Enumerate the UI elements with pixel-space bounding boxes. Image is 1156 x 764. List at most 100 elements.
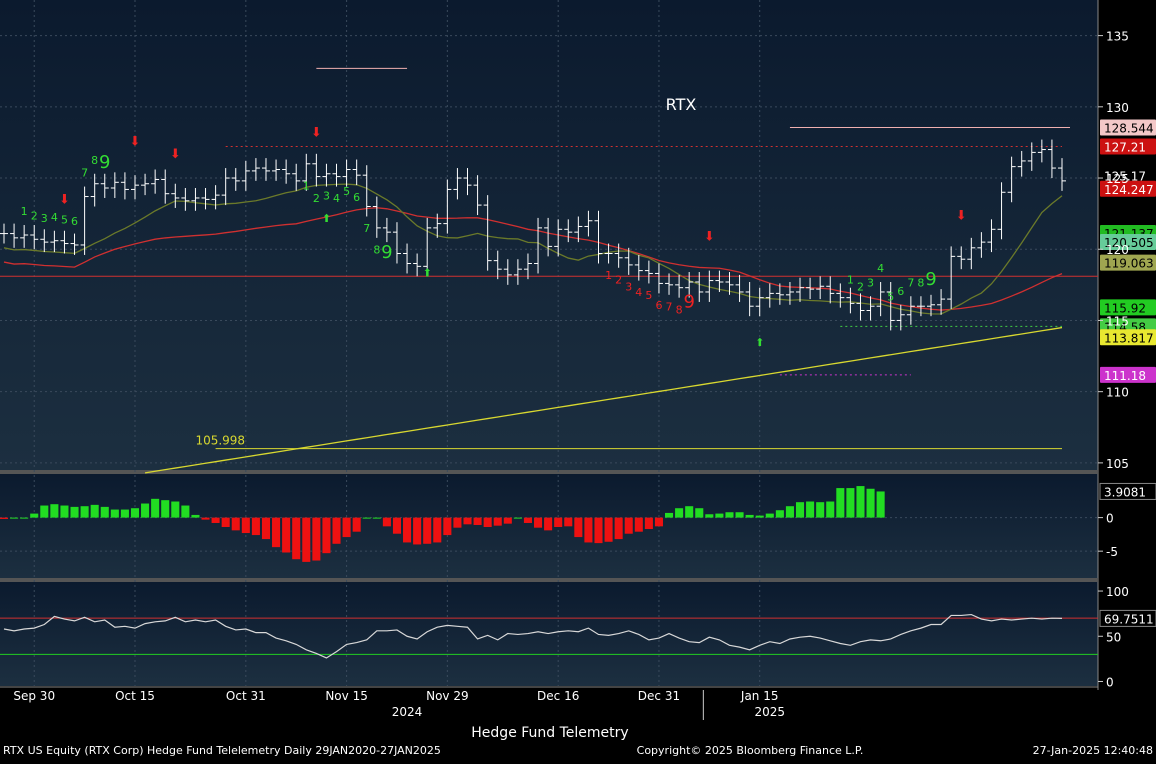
sell-arrow: ⬇ bbox=[311, 126, 322, 141]
macd-bar bbox=[423, 517, 432, 544]
macd-bar bbox=[725, 512, 734, 518]
macd-bar bbox=[433, 517, 442, 543]
setup-count: 2 bbox=[857, 281, 864, 294]
macd-bar bbox=[181, 505, 190, 518]
macd-bar bbox=[392, 517, 402, 534]
divider-price-macd bbox=[0, 470, 1098, 474]
price-label-text: 115.92 bbox=[1104, 301, 1146, 315]
macd-bar bbox=[634, 517, 643, 532]
macd-bar bbox=[775, 510, 784, 518]
price-label-text: 120.505 bbox=[1104, 236, 1154, 250]
macd-bar bbox=[523, 517, 532, 523]
macd-tick-label: 0 bbox=[1106, 512, 1114, 526]
macd-bar bbox=[272, 517, 281, 548]
macd-bar bbox=[463, 517, 472, 525]
macd-bar bbox=[735, 512, 744, 518]
macd-last-value: 3.9081 bbox=[1104, 485, 1146, 499]
macd-bar bbox=[352, 517, 361, 532]
support-label: 105.998 bbox=[195, 434, 245, 448]
x-tick-label: Oct 15 bbox=[115, 689, 155, 703]
macd-bar bbox=[211, 517, 220, 523]
macd-bar bbox=[513, 517, 522, 519]
macd-bar bbox=[130, 508, 140, 518]
macd-bar bbox=[836, 488, 845, 518]
rsi-panel: 69.7511 bbox=[0, 609, 1156, 659]
price-label: 111.18 bbox=[1100, 366, 1156, 383]
setup-count: 5 bbox=[645, 289, 652, 302]
price-tick-label: 135 bbox=[1106, 30, 1129, 44]
macd-bar bbox=[675, 508, 684, 518]
macd-bar bbox=[50, 504, 59, 518]
macd-bar bbox=[292, 517, 301, 560]
price-tick-label: 105 bbox=[1106, 457, 1129, 471]
macd-bar bbox=[654, 517, 663, 527]
setup-count: 9 bbox=[381, 242, 392, 263]
divider-macd-rsi bbox=[0, 578, 1098, 582]
setup-count: 9 bbox=[925, 269, 936, 290]
macd-bar bbox=[624, 517, 633, 534]
macd-bar bbox=[191, 514, 200, 518]
moving-average-mid bbox=[3, 207, 1063, 311]
footer-center: Copyright© 2025 Bloomberg Finance L.P. bbox=[637, 744, 864, 757]
sell-arrow: ⬇ bbox=[170, 147, 181, 162]
macd-bar bbox=[20, 517, 29, 519]
macd-bar bbox=[644, 517, 653, 530]
price-label: 128.544 bbox=[1100, 119, 1156, 136]
price-label-text: 111.18 bbox=[1104, 369, 1146, 383]
rsi-last-value: 69.7511 bbox=[1104, 612, 1154, 626]
panel-backgrounds bbox=[0, 0, 1099, 690]
macd-bar bbox=[100, 506, 109, 518]
macd-bar bbox=[403, 517, 412, 543]
macd-bar bbox=[382, 517, 391, 527]
price-label: 119.063 bbox=[1100, 254, 1156, 271]
macd-bar bbox=[90, 504, 99, 518]
macd-bar bbox=[201, 517, 210, 520]
setup-count: 3 bbox=[867, 276, 874, 289]
macd-bar bbox=[60, 505, 69, 518]
setup-count: 3 bbox=[625, 281, 632, 294]
macd-bar bbox=[362, 517, 371, 519]
macd-bar bbox=[40, 505, 49, 518]
x-year-label: 2024 bbox=[392, 705, 423, 719]
macd-bar bbox=[544, 517, 553, 531]
rsi-tick-label: 0 bbox=[1106, 675, 1114, 689]
macd-bar bbox=[685, 506, 694, 518]
x-year-label: 2025 bbox=[755, 705, 786, 719]
macd-bar bbox=[453, 517, 462, 528]
setup-count: 4 bbox=[635, 286, 642, 299]
macd-bar bbox=[614, 517, 623, 540]
macd-bar bbox=[0, 517, 9, 519]
setup-count: 5 bbox=[343, 185, 350, 198]
macd-bar bbox=[241, 517, 250, 534]
macd-panel: 3.9081 bbox=[0, 482, 1156, 562]
x-tick-label: Dec 31 bbox=[638, 689, 680, 703]
setup-count: 5 bbox=[61, 214, 68, 227]
setup-count: 6 bbox=[655, 299, 662, 312]
setup-count: 9 bbox=[683, 292, 694, 313]
rsi-last-box bbox=[1099, 609, 1156, 627]
setup-count: 5 bbox=[887, 291, 894, 304]
macd-bar bbox=[745, 514, 754, 518]
macd-bar bbox=[705, 514, 714, 518]
price-label: 115.92 bbox=[1100, 299, 1156, 316]
price-label-box bbox=[1100, 234, 1156, 251]
macd-tick-label: -5 bbox=[1106, 545, 1118, 559]
price-label-box bbox=[1100, 167, 1156, 184]
macd-last-box bbox=[1099, 482, 1156, 500]
macd-bar bbox=[10, 517, 19, 519]
price-label: 124.247 bbox=[1100, 180, 1156, 197]
buy-arrow: ⬆ bbox=[322, 212, 331, 225]
macd-bar bbox=[795, 502, 805, 518]
x-tick-label: Jan 15 bbox=[740, 689, 779, 703]
macd-last-label: 3.9081 bbox=[1099, 482, 1156, 500]
price-label: 125.17 bbox=[1100, 167, 1156, 184]
setup-count: 1 bbox=[303, 179, 310, 192]
x-tick-label: Nov 29 bbox=[426, 689, 469, 703]
setup-count: 1 bbox=[605, 269, 612, 282]
rsi-line bbox=[3, 613, 1063, 659]
rsi-tick-label: 100 bbox=[1106, 585, 1129, 599]
macd-bar bbox=[332, 517, 341, 544]
macd-bar bbox=[483, 517, 492, 528]
price-tick-label: 110 bbox=[1106, 386, 1129, 400]
